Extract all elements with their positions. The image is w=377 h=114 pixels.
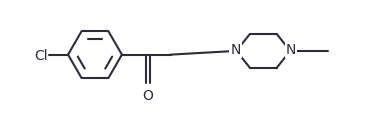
Text: Cl: Cl bbox=[34, 48, 48, 62]
Text: O: O bbox=[143, 88, 153, 102]
Text: N: N bbox=[230, 43, 241, 57]
Text: N: N bbox=[286, 43, 296, 57]
